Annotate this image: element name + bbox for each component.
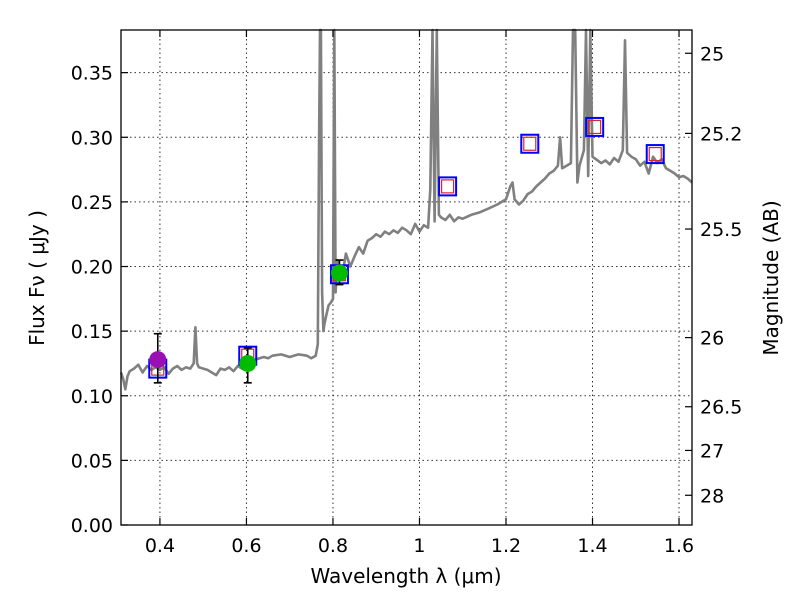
x-tick-label: 0.6 <box>231 535 261 557</box>
mag-tick-label: 26 <box>700 328 724 350</box>
model-box <box>645 144 665 165</box>
mag-tick-label: 28 <box>700 485 724 507</box>
y-tick-label: 0.35 <box>71 63 113 85</box>
model-box <box>585 116 605 137</box>
y-tick-label: 0.30 <box>71 127 113 149</box>
observed-point <box>239 354 257 372</box>
y-tick-label: 0.00 <box>71 515 113 537</box>
y-axis-label-left: Flux Fν ( μJy ) <box>25 210 49 346</box>
observed-point <box>149 351 167 369</box>
model-box-inner <box>588 119 602 135</box>
y-tick-label: 0.25 <box>71 192 113 214</box>
grid-lines <box>121 30 692 526</box>
y-tick-label: 0.05 <box>71 450 113 472</box>
x-axis-ticks: 0.4 0.6 0.8 1 1.2 1.4 1.6 <box>145 30 694 557</box>
mag-tick-label: 25 <box>700 43 724 65</box>
x-tick-label: 1.4 <box>577 535 607 557</box>
x-tick-label: 1.6 <box>664 535 694 557</box>
x-tick-label: 1.2 <box>491 535 521 557</box>
model-box <box>438 176 458 197</box>
mag-tick-label: 25.2 <box>700 123 742 145</box>
model-box-inner <box>440 179 455 194</box>
mag-tick-label: 25.5 <box>700 219 742 241</box>
y-tick-label: 0.20 <box>71 257 113 279</box>
model-box-inner <box>523 136 537 151</box>
x-tick-label: 1 <box>413 535 425 557</box>
mag-tick-label: 26.5 <box>700 397 742 419</box>
spectrum-layer <box>119 28 693 391</box>
plot-frame <box>120 29 693 526</box>
model-box-inner <box>648 146 662 162</box>
y-axis-ticks: 0.00 0.05 0.10 0.15 0.20 0.25 0.30 0.35 <box>71 63 128 537</box>
spectrum-line <box>119 28 693 391</box>
model-box <box>520 133 540 154</box>
mag-tick-label: 27 <box>700 440 724 462</box>
x-axis-label: Wavelength λ (μm) <box>310 564 501 588</box>
y-tick-label: 0.10 <box>71 386 113 408</box>
y-axis-label-right: Magnitude (AB) <box>759 200 783 355</box>
x-tick-label: 0.4 <box>145 535 175 557</box>
observed-point <box>330 264 348 282</box>
y-tick-label: 0.15 <box>71 321 113 343</box>
x-tick-label: 0.8 <box>318 535 348 557</box>
observed-points-layer <box>149 259 348 384</box>
magnitude-axis-ticks: 25 25.2 25.5 26 26.5 27 28 <box>685 43 742 507</box>
model-points-layer <box>148 116 665 379</box>
